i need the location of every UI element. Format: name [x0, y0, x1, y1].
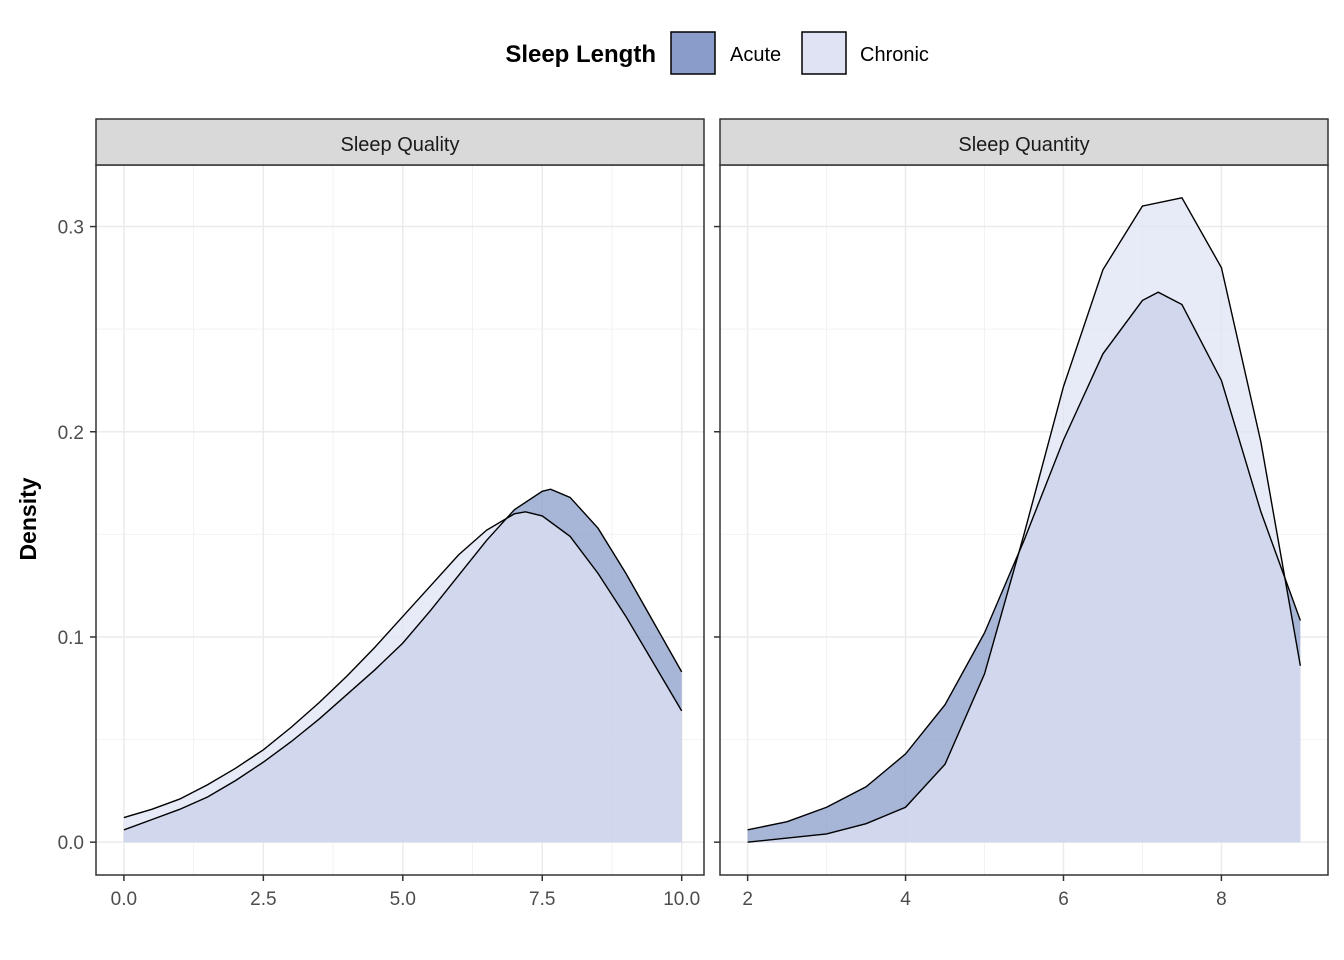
- legend-label-chronic: Chronic: [860, 44, 929, 66]
- density-line-acute: [747, 291, 1302, 831]
- facet-strip: [719, 118, 1329, 166]
- y-tick-label: 0.1: [58, 628, 84, 649]
- x-tick-label: 8: [1216, 889, 1227, 910]
- facet-strip-label: Sleep Quality: [341, 134, 460, 156]
- panel-sleep-quantity: Sleep Quantity 2 4 6 8: [714, 118, 1329, 910]
- legend-swatch-chronic: [801, 31, 847, 75]
- legend-swatch-acute: [670, 31, 716, 75]
- x-tick-label: 4: [900, 889, 911, 910]
- density-line-acute: [123, 488, 683, 831]
- x-tick-label: 10.0: [663, 889, 700, 910]
- x-tick-label: 2.5: [250, 889, 276, 910]
- x-tick-label: 7.5: [529, 889, 555, 910]
- x-tick-label: 0.0: [111, 889, 137, 910]
- density-line-chronic: [123, 511, 683, 819]
- legend-title: Sleep Length: [505, 41, 656, 68]
- facet-strip: [95, 118, 705, 166]
- y-tick-label: 0.3: [58, 218, 84, 239]
- x-tick-label: 6: [1058, 889, 1069, 910]
- legend: Sleep Length Acute Chronic: [505, 31, 929, 75]
- density-area-chronic: [123, 511, 682, 843]
- facet-strip-label: Sleep Quantity: [958, 134, 1089, 156]
- y-tick-label: 0.2: [58, 423, 84, 444]
- y-tick-label: 0.0: [58, 833, 84, 854]
- panel-sleep-quality: Sleep Quality 0.0 2.5 5.0 7.5 10.0 0.0 0.1 0.2 0.…: [58, 118, 705, 910]
- legend-label-acute: Acute: [730, 44, 781, 66]
- density-area-chronic: [747, 197, 1301, 843]
- x-tick-label: 2: [742, 889, 753, 910]
- density-line-chronic: [747, 197, 1302, 843]
- x-tick-label: 5.0: [390, 889, 416, 910]
- y-axis-title: Density: [15, 477, 41, 560]
